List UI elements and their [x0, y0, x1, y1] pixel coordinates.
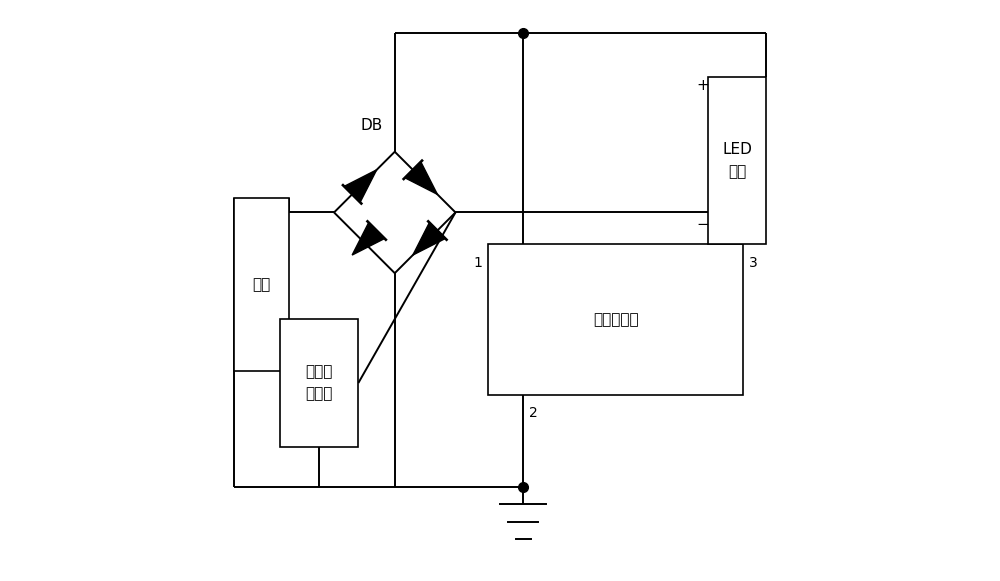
Bar	[708, 77, 766, 244]
Text: −: −	[696, 217, 709, 231]
Text: 1: 1	[474, 256, 483, 270]
Text: 3: 3	[749, 256, 757, 270]
Bar	[234, 198, 289, 371]
Polygon shape	[352, 223, 385, 255]
Text: 市电: 市电	[252, 277, 271, 292]
Text: 2: 2	[529, 406, 538, 420]
Polygon shape	[413, 223, 445, 255]
Polygon shape	[344, 170, 377, 202]
Text: DB: DB	[361, 118, 383, 133]
Text: 组合电流源: 组合电流源	[593, 312, 638, 327]
Text: LED
单元: LED 单元	[722, 142, 752, 179]
Text: 可控硅
调光器: 可控硅 调光器	[306, 364, 333, 401]
Polygon shape	[405, 162, 437, 195]
Text: +: +	[696, 78, 709, 93]
Bar	[488, 244, 743, 394]
Bar	[280, 320, 358, 447]
